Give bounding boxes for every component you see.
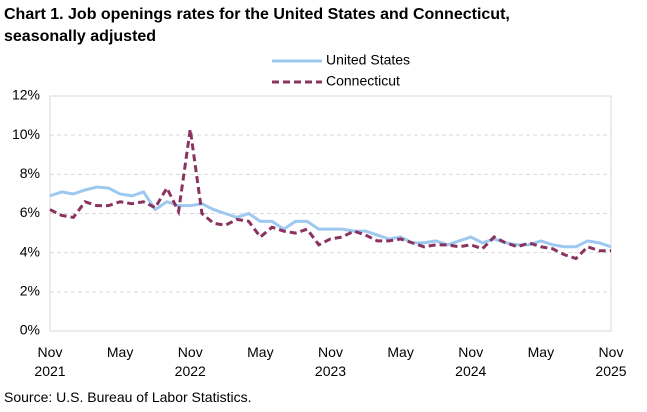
x-tick-label: Nov 2021 — [34, 344, 66, 379]
legend-label: Connecticut — [326, 73, 400, 89]
x-tick-label: May — [527, 344, 555, 360]
series-line — [49, 129, 611, 261]
series-line — [49, 185, 612, 249]
y-tick-label: 8% — [20, 165, 40, 181]
source-note: Source: U.S. Bureau of Labor Statistics. — [4, 389, 252, 405]
x-tick-label: Nov 2025 — [595, 344, 627, 379]
chart-title: Chart 1. Job openings rates for the Unit… — [4, 6, 510, 45]
plot-frame — [49, 95, 612, 332]
x-tick-label: Nov 2022 — [174, 344, 206, 379]
y-tick-label: 4% — [20, 243, 40, 259]
x-tick-label: Nov 2023 — [314, 344, 347, 379]
y-tick-label: 6% — [20, 204, 40, 220]
y-tick-label: 2% — [20, 283, 40, 299]
x-tick-label: May — [247, 344, 274, 360]
x-tick-label: May — [387, 344, 414, 360]
y-tick-label: 0% — [20, 322, 40, 338]
y-tick-label: 10% — [12, 126, 40, 142]
y-tick-label: 12% — [12, 87, 40, 103]
x-tick-label: Nov 2024 — [455, 344, 487, 379]
legend-label: United States — [326, 52, 410, 68]
x-tick-label: May — [106, 344, 134, 360]
